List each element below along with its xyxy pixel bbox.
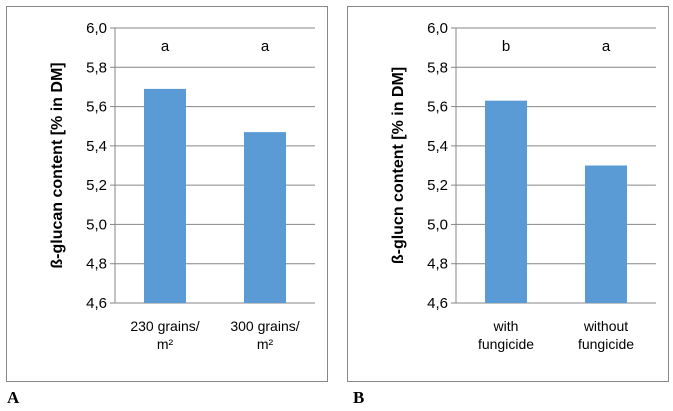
y-tick-label: 6,0 — [86, 20, 107, 37]
x-category-label: fungicide — [578, 336, 634, 352]
significance-letter: b — [502, 38, 510, 55]
chart-a-svg: 4,6 4,8 5,0 5,2 5,4 5,6 5,8 6,0 a 230 grains/m² a 3… — [49, 20, 315, 352]
x-category-label: 300 grains/ — [230, 318, 299, 334]
y-tick-label: 4,6 — [427, 295, 448, 312]
bar — [585, 165, 627, 303]
y-tick-label: 5,4 — [427, 138, 448, 155]
x-category-label: m² — [157, 336, 174, 352]
y-tick-label: 5,8 — [427, 59, 448, 76]
x-category-label: with — [493, 318, 519, 334]
y-tick-label: 5,4 — [86, 138, 107, 155]
x-category-label: without — [583, 318, 628, 334]
y-tick-label: 5,8 — [86, 59, 107, 76]
y-tick-label: 5,6 — [427, 99, 448, 116]
significance-letter: a — [261, 38, 270, 55]
chart-panel-b: 4,6 4,8 5,0 5,2 5,4 5,6 5,8 6,0 b with fungicide a w… — [347, 6, 669, 382]
chart-b-svg: 4,6 4,8 5,0 5,2 5,4 5,6 5,8 6,0 b with fungicide a w… — [390, 20, 656, 352]
y-tick-label: 5,0 — [427, 216, 448, 233]
y-axis-title: ß-glucn content [% in DM] — [390, 67, 407, 264]
x-category-label: 230 grains/ — [130, 318, 199, 334]
significance-letter: a — [602, 38, 611, 55]
x-category-label: fungicide — [478, 336, 534, 352]
y-tick-label: 5,2 — [86, 177, 107, 194]
panel-letter-a: A — [7, 388, 20, 407]
bar — [144, 88, 186, 304]
y-tick-label: 4,6 — [86, 295, 107, 312]
chart-panel-a: 4,6 4,8 5,0 5,2 5,4 5,6 5,8 6,0 a 230 grains/m² a 3… — [6, 6, 328, 382]
y-tick-label: 4,8 — [86, 256, 107, 273]
bar — [485, 100, 527, 303]
y-tick-label: 5,0 — [86, 216, 107, 233]
y-tick-label: 5,6 — [86, 99, 107, 116]
y-tick-label: 4,8 — [427, 256, 448, 273]
y-tick-label: 6,0 — [427, 20, 448, 37]
significance-letter: a — [161, 38, 170, 55]
panel-letter-b: B — [353, 388, 365, 407]
bar — [244, 132, 286, 303]
y-axis-title: ß-glucan content [% in DM] — [49, 62, 66, 268]
y-tick-label: 5,2 — [427, 177, 448, 194]
x-category-label: m² — [257, 336, 274, 352]
